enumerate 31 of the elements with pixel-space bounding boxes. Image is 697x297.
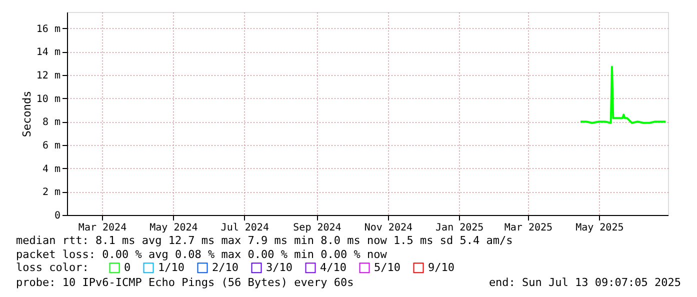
y-axis-title: Seconds <box>20 90 34 138</box>
x-tick-label: Sep 2024 <box>293 222 342 234</box>
x-tick-label: Mar 2024 <box>78 222 127 234</box>
legend-label: 4/10 <box>320 260 346 274</box>
legend-label: 5/10 <box>374 260 400 274</box>
x-tick-label: Nov 2024 <box>364 222 413 234</box>
y-tick-label: 0 <box>54 210 60 222</box>
y-tick-label: 10 m <box>36 94 60 105</box>
legend-label: 3/10 <box>266 260 292 274</box>
legend-label: 1/10 <box>158 260 184 274</box>
x-tick-label: Mar 2025 <box>504 222 553 234</box>
text: packet loss: 0.00 % avg 0.08 % max 0.00 % min 0.00 % now <box>16 248 388 261</box>
legend-label: 0 <box>124 260 131 274</box>
text: end: Sun Jul 13 09:07:05 2025 <box>488 276 681 289</box>
y-tick-label: 2 m <box>42 187 60 198</box>
x-tick-label: Jul 2024 <box>220 222 269 234</box>
text: probe: 10 IPv6-ICMP Echo Pings (56 Bytes) every 60s <box>16 276 354 289</box>
y-tick-label: 14 m <box>36 47 60 58</box>
legend-label: 2/10 <box>212 260 238 274</box>
y-tick-label: 16 m <box>36 24 60 35</box>
x-tick-label: May 2025 <box>576 222 624 234</box>
legend-title: loss color: <box>16 261 89 274</box>
y-tick-label: 8 m <box>42 117 60 128</box>
legend-label: 9/10 <box>428 260 454 274</box>
x-tick-label: May 2024 <box>150 222 198 234</box>
y-tick-label: 12 m <box>36 70 60 82</box>
text: median rtt: 8.1 ms avg 12.7 ms max 7.9 ms min 8.0 ms now 1.5 ms sd 5.4 am/s <box>16 234 513 247</box>
y-tick-label: 4 m <box>42 164 60 175</box>
line-series <box>579 66 667 124</box>
x-tick-label: Jan 2025 <box>436 222 484 234</box>
y-tick-label: 6 m <box>42 140 60 152</box>
